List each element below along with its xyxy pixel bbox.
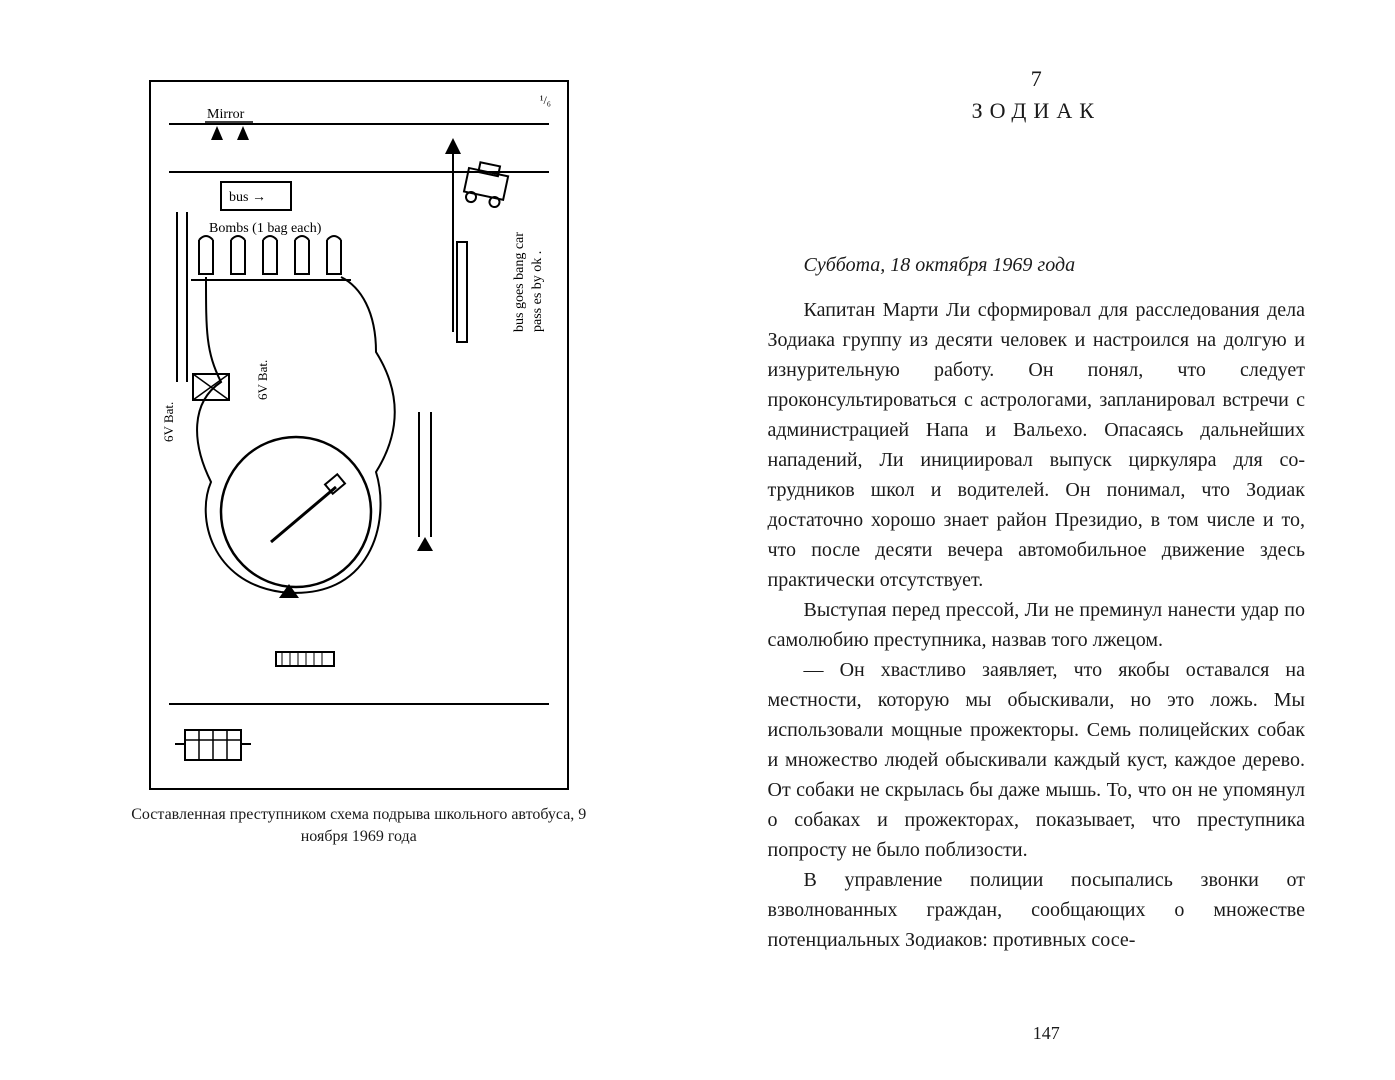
sixv-right-label: 6V Bat. — [255, 360, 270, 400]
side-note-1: bus goes bang car — [512, 232, 527, 332]
paragraph: Капитан Марти Ли сформировал для расслед… — [768, 295, 1306, 595]
bomb-diagram-svg: ¹/₆ Mirror bus → Bombs (1 bag each) — [151, 82, 571, 792]
paragraph: — Он хвастливо заявляет, что якобы остав… — [768, 655, 1306, 865]
mirror-label: Mirror — [207, 107, 245, 122]
bus-label: bus → — [229, 190, 266, 205]
figure-caption: Составленная преступником схема подрыва … — [129, 804, 589, 847]
right-page: 7 ЗОДИАК Суббота, 18 октября 1969 года К… — [698, 0, 1395, 1080]
left-page: ¹/₆ Mirror bus → Bombs (1 bag each) — [0, 0, 698, 1080]
chapter-title: ЗОДИАК — [768, 98, 1306, 124]
bomb-diagram-frame: ¹/₆ Mirror bus → Bombs (1 bag each) — [149, 80, 569, 790]
corner-label: ¹/₆ — [540, 93, 551, 107]
sixv-left-label: 6V Bat. — [161, 402, 176, 442]
page-number: 147 — [698, 1023, 1395, 1044]
date-subheading: Суббота, 18 октября 1969 года — [768, 254, 1306, 277]
chapter-number: 7 — [768, 66, 1306, 92]
side-note-2: pass es by ok . — [530, 251, 545, 332]
paragraph: Выступая перед прессой, Ли не преминул н… — [768, 595, 1306, 655]
paragraph: В управление полиции посыпались звонки о… — [768, 865, 1306, 955]
body-text: Капитан Марти Ли сформировал для расслед… — [768, 295, 1306, 955]
bombs-label: Bombs (1 bag each) — [209, 221, 322, 236]
